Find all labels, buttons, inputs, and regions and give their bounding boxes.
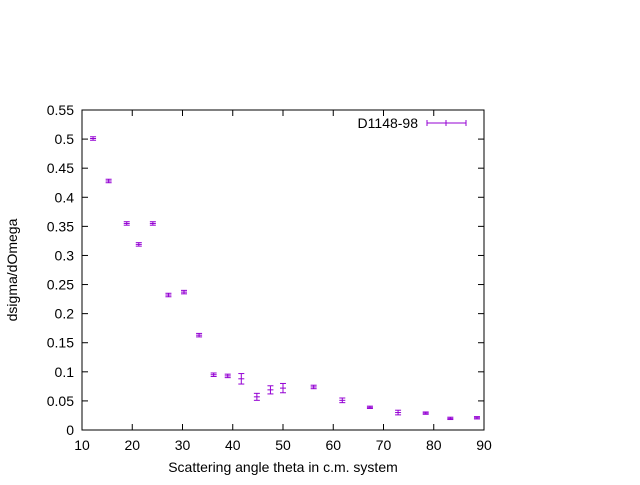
data-point xyxy=(181,289,188,295)
x-tick-label: 50 xyxy=(275,437,291,453)
x-tick-label: 40 xyxy=(225,437,241,453)
data-point xyxy=(210,372,217,377)
data-point xyxy=(366,405,373,409)
data-point xyxy=(90,136,97,141)
data-point xyxy=(339,397,346,404)
x-tick-label: 10 xyxy=(74,437,90,453)
data-point xyxy=(123,221,130,226)
y-tick-label: 0.1 xyxy=(55,364,75,380)
data-point xyxy=(395,409,402,416)
y-tick-label: 0.05 xyxy=(47,393,74,409)
y-tick-label: 0.15 xyxy=(47,335,74,351)
y-tick-label: 0.35 xyxy=(47,218,74,234)
y-tick-label: 0.45 xyxy=(47,160,74,176)
x-tick-label: 60 xyxy=(325,437,341,453)
y-tick-label: 0.55 xyxy=(47,102,74,118)
data-point xyxy=(310,384,317,390)
x-tick-label: 90 xyxy=(476,437,492,453)
data-point xyxy=(135,242,142,247)
data-points-layer xyxy=(90,136,480,421)
data-point xyxy=(224,373,231,379)
x-tick-label: 30 xyxy=(175,437,191,453)
y-tick-label: 0.4 xyxy=(55,189,75,205)
y-tick-label: 0.3 xyxy=(55,247,75,263)
y-tick-label: 0.2 xyxy=(55,306,75,322)
x-axis-title: Scattering angle theta in c.m. system xyxy=(168,459,398,475)
legend-label: D1148-98 xyxy=(358,115,419,131)
data-point xyxy=(473,416,480,420)
x-tick-label: 80 xyxy=(426,437,442,453)
x-tick-label: 20 xyxy=(124,437,140,453)
axes-layer: 10 20 30 40 50 60 70 80 90 0 0.05 0.1 0.15 0.2 0.25 0.3… xyxy=(47,102,492,453)
data-point xyxy=(105,178,112,184)
legend: D1148-98 xyxy=(358,115,467,131)
data-point xyxy=(267,385,274,395)
data-point xyxy=(149,221,156,226)
data-point xyxy=(280,382,286,394)
data-point xyxy=(422,411,429,415)
y-tick-label: 0.25 xyxy=(47,277,74,293)
data-point xyxy=(253,392,260,401)
x-tick-label: 70 xyxy=(376,437,392,453)
y-tick-label: 0 xyxy=(66,422,74,438)
data-point xyxy=(165,292,172,298)
y-axis-title: dsigma/dOmega xyxy=(4,218,20,321)
y-tick-label: 0.5 xyxy=(55,131,75,147)
plot-frame xyxy=(81,109,485,431)
data-point xyxy=(238,373,245,385)
data-point xyxy=(447,416,454,421)
data-point xyxy=(196,332,203,338)
